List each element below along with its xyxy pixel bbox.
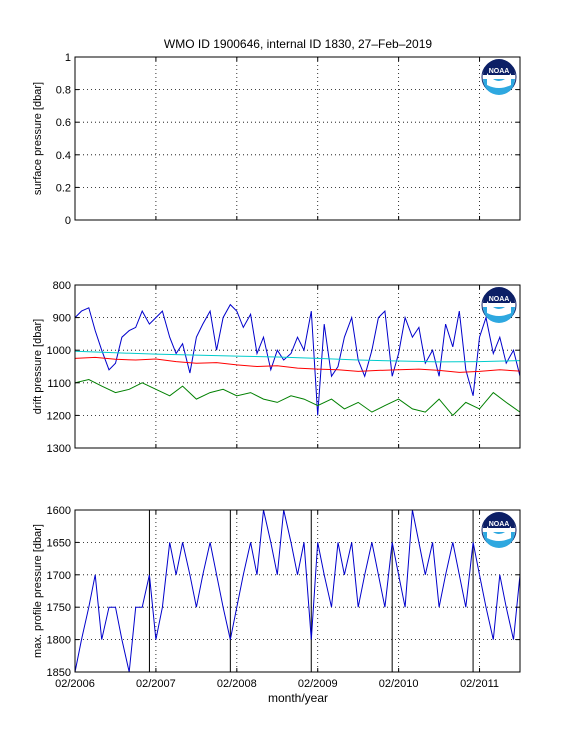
plot-frame [74, 509, 521, 673]
series-line-blue [74, 303, 521, 416]
x-tick-label: 02/2006 [55, 678, 95, 690]
x-tick-label: 02/2007 [136, 678, 176, 690]
plot-frame [74, 56, 521, 221]
logo-gull [487, 301, 511, 316]
series-line-red [74, 356, 521, 373]
y-tick-label: 1000 [47, 345, 71, 357]
y-tick-label: 1700 [47, 570, 71, 582]
logo-text: NOAA [489, 296, 510, 303]
y-tick-label: 0.4 [56, 150, 71, 162]
x-tick-label: 02/2008 [217, 678, 257, 690]
y-axis-label: drift pressure [dbar] [32, 319, 44, 414]
y-tick-label: 0.6 [56, 117, 71, 129]
y-tick-label: 800 [53, 280, 71, 292]
logo-text: NOAA [489, 521, 510, 528]
y-tick-label: 0.8 [56, 85, 71, 97]
y-tick-label: 1600 [47, 505, 71, 517]
logo-sky [483, 512, 515, 528]
logo-sky [483, 287, 515, 303]
series-line-blue [74, 509, 521, 673]
y-tick-label: 1750 [47, 602, 71, 614]
logo-sky [483, 59, 515, 75]
plot-frame [74, 284, 521, 449]
y-tick-label: 1800 [47, 635, 71, 647]
chart-title: WMO ID 1900646, internal ID 1830, 27–Feb… [164, 37, 432, 51]
x-tick-label: 02/2010 [379, 678, 419, 690]
x-tick-label: 02/2011 [460, 678, 499, 690]
panel-drift-pressure: 800 900 1000 1100 1200 1300 drift pressure [db… [32, 280, 521, 455]
x-tick-label: 02/2009 [298, 678, 338, 690]
logo-text: NOAA [489, 68, 510, 75]
y-tick-label: 1100 [47, 378, 71, 390]
noaa-logo-icon: NOAA [481, 59, 517, 95]
series-line-cyan [74, 350, 521, 363]
noaa-logo-icon: NOAA [481, 287, 517, 323]
x-axis-label: month/year [268, 691, 328, 705]
panel-surface-pressure: 0 0.2 0.4 0.6 0.8 1 surface pressure [dbar] NOA… [32, 52, 521, 227]
logo-gull [487, 526, 511, 541]
y-tick-label: 1 [65, 52, 71, 64]
series-line-green [74, 378, 521, 417]
y-tick-label: 1300 [47, 443, 71, 455]
noaa-logo-icon: NOAA [481, 512, 517, 548]
y-tick-label: 1200 [47, 410, 71, 422]
y-axis-label: max. profile pressure [dbar] [32, 524, 44, 658]
y-tick-label: 1650 [47, 537, 71, 549]
y-axis-label: surface pressure [dbar] [32, 82, 44, 195]
y-tick-label: 900 [53, 313, 71, 325]
y-tick-label: 0 [65, 215, 71, 227]
logo-gull [487, 73, 511, 88]
y-tick-label: 0.2 [56, 182, 71, 194]
y-tick-label: 1850 [47, 667, 71, 679]
